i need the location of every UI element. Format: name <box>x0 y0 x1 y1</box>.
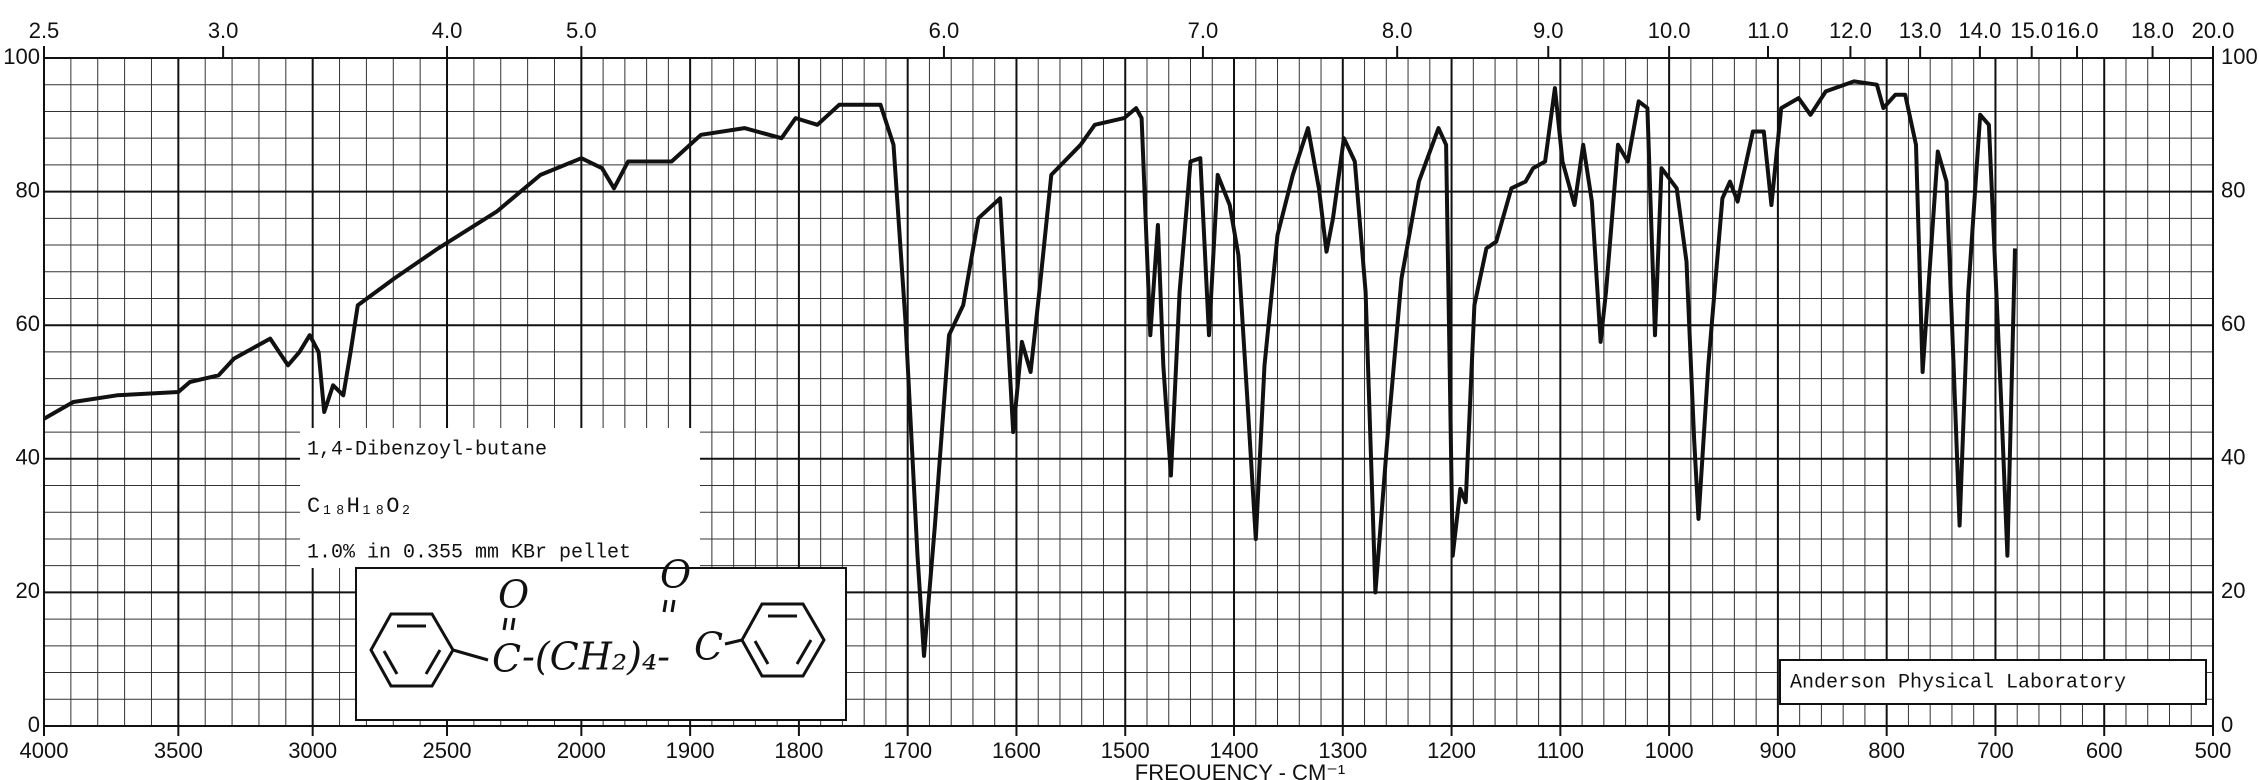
structure-box <box>355 567 847 721</box>
x-tick-label: 500 <box>2195 738 2232 763</box>
x2-tick-label: 12.0 <box>1829 18 1872 43</box>
x2-tick-label: 16.0 <box>2056 18 2099 43</box>
x-tick-label: 600 <box>2086 738 2123 763</box>
structure-label: O <box>498 573 529 617</box>
x2-tick-label: 3.0 <box>208 18 239 43</box>
x2-tick-label: 7.0 <box>1188 18 1219 43</box>
x2-tick-label: 18.0 <box>2131 18 2174 43</box>
structure-label: C <box>694 625 723 669</box>
x2-tick-label: 10.0 <box>1648 18 1691 43</box>
x-tick-label: 4000 <box>20 738 69 763</box>
x-tick-label: 1200 <box>1427 738 1476 763</box>
x-tick-label: 1000 <box>1645 738 1694 763</box>
x-tick-label: 3500 <box>154 738 203 763</box>
annotation-boxes: 1,4-Dibenzoyl-butane C₁₈H₁₈O₂ 1.0% in 0.… <box>300 428 2207 721</box>
double-bond <box>670 599 676 613</box>
lab-name: Anderson Physical Laboratory <box>1790 671 2126 694</box>
ring-bond <box>424 649 442 675</box>
x-tick-label: 2000 <box>557 738 606 763</box>
ring-bond <box>753 640 770 665</box>
double-bond <box>510 617 516 631</box>
structure-label: C <box>492 637 521 681</box>
x2-tick-label: 11.0 <box>1747 18 1788 43</box>
y-tick-label-right: 60 <box>2221 311 2245 336</box>
sample-info: 1.0% in 0.355 mm KBr pellet <box>307 541 631 564</box>
spectrum-line <box>43 79 2017 658</box>
x2-tick-label: 5.0 <box>566 18 597 43</box>
lab-box <box>1779 659 2207 705</box>
sample-box <box>300 428 700 568</box>
x2-tick-label: 13.0 <box>1899 18 1942 43</box>
x2-tick-label: 4.0 <box>432 18 463 43</box>
y-tick-label: 100 <box>3 44 40 69</box>
y-tick-label: 40 <box>16 445 40 470</box>
compound-name: 1,4-Dibenzoyl-butane <box>307 438 547 461</box>
x2-tick-label: 9.0 <box>1533 18 1564 43</box>
y-tick-label-right: 0 <box>2221 712 2233 737</box>
x-tick-label: 1900 <box>666 738 715 763</box>
x-tick-label: 800 <box>1868 738 1905 763</box>
x2-tick-label: 20.0 <box>2192 18 2235 43</box>
x-tick-label: 1800 <box>774 738 823 763</box>
x-tick-label: 2500 <box>423 738 472 763</box>
x-tick-label: 1700 <box>883 738 932 763</box>
benzene-ring <box>369 612 455 688</box>
y-tick-label: 60 <box>16 311 40 336</box>
bond <box>452 648 489 662</box>
x-tick-label: 3000 <box>288 738 337 763</box>
double-bond <box>662 599 668 613</box>
x-tick-label: 700 <box>1977 738 2014 763</box>
x2-tick-label: 2.5 <box>29 18 60 43</box>
formula: C₁₈H₁₈O₂ <box>307 494 413 519</box>
structure-drawing <box>369 599 826 688</box>
x-tick-label: 1300 <box>1318 738 1367 763</box>
y-tick-label-right: 80 <box>2221 177 2245 202</box>
y-tick-label-right: 20 <box>2221 578 2245 603</box>
x-tick-label: 900 <box>1760 738 1797 763</box>
benzene-ring <box>740 602 826 678</box>
structure-label: O <box>660 553 691 597</box>
x-tick-label: 1600 <box>992 738 1041 763</box>
double-bond <box>502 617 508 631</box>
structure-label: -(CH₂)₄- <box>522 635 670 679</box>
y-tick-label: 20 <box>16 578 40 603</box>
x2-tick-label: 6.0 <box>929 18 960 43</box>
plot-frame <box>43 57 2214 727</box>
x-tick-label: 1100 <box>1537 738 1584 763</box>
ring-bond <box>795 639 813 665</box>
bond <box>724 638 743 646</box>
x-axis-title: FREQUENCY - CM⁻¹ <box>1135 760 1345 780</box>
y-tick-label: 0 <box>28 712 40 737</box>
x2-tick-label: 14.0 <box>1958 18 2001 43</box>
y-tick-label: 80 <box>16 177 40 202</box>
y-tick-label-right: 40 <box>2221 445 2245 470</box>
y-tick-label-right: 100 <box>2221 44 2258 69</box>
x2-tick-label: 15.0 <box>2010 18 2053 43</box>
x2-tick-label: 8.0 <box>1382 18 1413 43</box>
x-tick-label: 1500 <box>1101 738 1150 763</box>
ring-bond <box>382 650 399 675</box>
x-tick-label: 1400 <box>1210 738 1259 763</box>
